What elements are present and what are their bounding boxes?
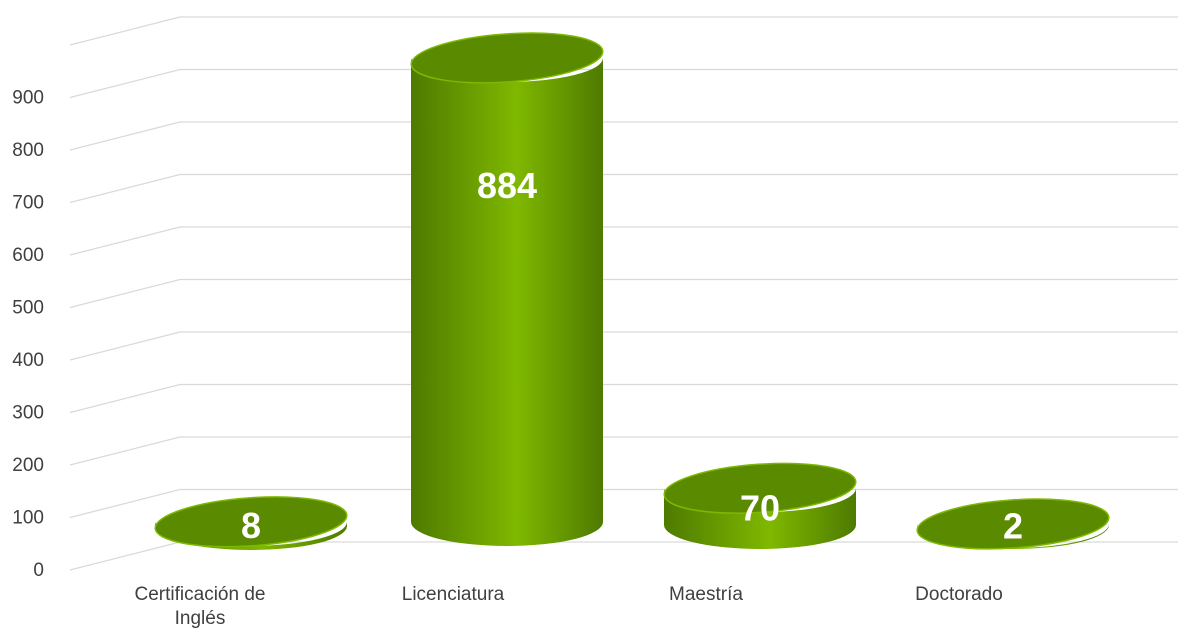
bar-top: [663, 462, 857, 514]
x-category-label: Certificación de Inglés: [135, 584, 266, 629]
gridline-side: [69, 488, 181, 519]
gridline-side: [69, 331, 181, 361]
x-category-label: Doctorado: [915, 584, 1003, 605]
x-category-line: Licenciatura: [402, 584, 505, 605]
bar-top: [916, 498, 1110, 550]
x-category-line: Doctorado: [915, 584, 1003, 605]
gridline-side: [69, 121, 181, 151]
bar-top: [154, 496, 348, 548]
y-axis: 0 100 200 300 400 500 600 700 800 900: [12, 88, 44, 582]
x-axis: Certificación de Inglés Licenciatura Maestr…: [135, 584, 1003, 629]
x-category-line: Maestría: [669, 584, 743, 605]
y-tick-label: 800: [12, 140, 44, 161]
gridline-side: [69, 383, 181, 414]
data-label: 884: [477, 165, 537, 206]
gridline-side: [69, 226, 181, 256]
gridline-side: [69, 436, 181, 466]
y-tick-label: 700: [12, 193, 44, 214]
x-category-line: Inglés: [175, 608, 226, 629]
bars: 8 884 70 2: [154, 32, 1110, 550]
y-tick-label: 900: [12, 88, 44, 109]
y-tick-label: 200: [12, 455, 44, 476]
bar: 70: [663, 462, 857, 549]
x-category-line: Certificación de: [135, 584, 266, 605]
gridline-side: [69, 68, 181, 99]
bar: 8: [154, 496, 348, 550]
bar: 2: [916, 498, 1110, 550]
data-label: 8: [241, 505, 261, 546]
y-tick-label: 600: [12, 245, 44, 266]
gridlines: [69, 16, 1178, 571]
gridline-side: [69, 173, 181, 204]
gridline-side: [69, 541, 181, 571]
y-tick-label: 0: [33, 560, 44, 581]
y-tick-label: 300: [12, 403, 44, 424]
bar-top: [410, 32, 604, 84]
bar-body: [411, 57, 603, 547]
bar-body: [664, 488, 856, 549]
y-tick-label: 100: [12, 508, 44, 529]
data-label: 70: [740, 488, 780, 529]
gridline-side: [69, 278, 181, 309]
gridline-side: [69, 16, 181, 46]
x-category-label: Maestría: [669, 584, 743, 605]
y-tick-label: 400: [12, 350, 44, 371]
x-category-label: Licenciatura: [402, 584, 505, 605]
y-tick-label: 500: [12, 298, 44, 319]
bar: 884: [410, 32, 604, 547]
data-label: 2: [1003, 505, 1023, 546]
